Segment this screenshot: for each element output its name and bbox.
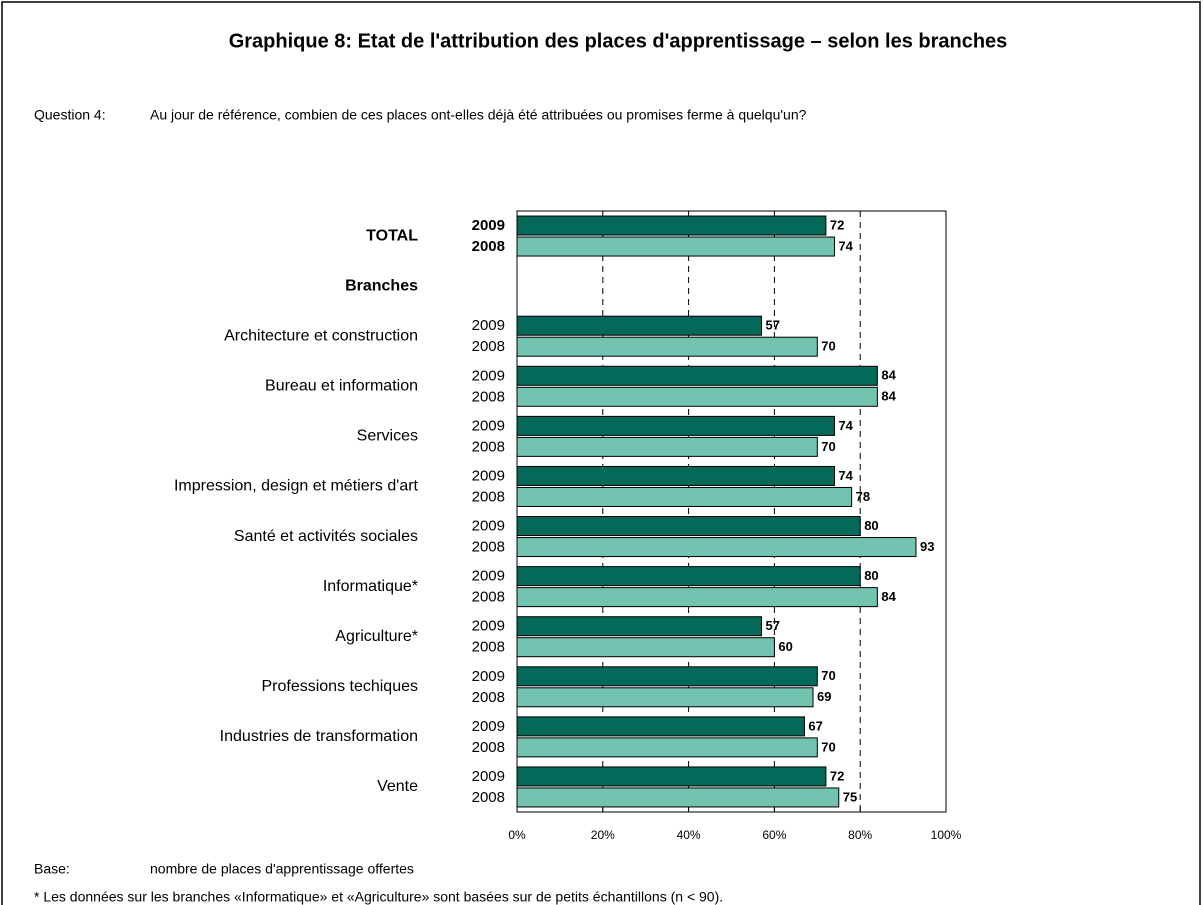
value-label: 70: [821, 739, 835, 754]
bar: [516, 315, 763, 336]
bar: [516, 787, 840, 808]
bar: [516, 566, 861, 587]
bar: [516, 737, 818, 758]
series-label: 2009: [472, 618, 505, 635]
bar: [516, 215, 827, 236]
x-tick-label: 0%: [508, 828, 526, 842]
series-label: 2009: [472, 768, 505, 785]
series-label: 2008: [472, 539, 505, 556]
plot-frame: [516, 210, 947, 813]
series-label: 2008: [472, 739, 505, 756]
value-label: 69: [817, 689, 831, 704]
series-label: 2008: [472, 789, 505, 806]
footnote: * Les données sur les branches «Informat…: [34, 889, 723, 905]
value-label: 60: [778, 639, 792, 654]
value-label: 57: [766, 318, 780, 333]
series-label: 2009: [472, 668, 505, 685]
bar: [516, 236, 835, 257]
bar: [516, 336, 818, 357]
value-label: 84: [881, 389, 896, 404]
series-label: 2009: [472, 718, 505, 735]
value-label: 74: [838, 468, 853, 483]
x-tick-label: 60%: [762, 828, 786, 842]
series-label: 2009: [472, 518, 505, 535]
bar: [516, 716, 805, 737]
bar: [516, 587, 878, 608]
value-label: 57: [766, 618, 780, 633]
series-label: 2008: [472, 488, 505, 505]
bar: [516, 486, 853, 507]
bar: [516, 687, 814, 708]
category-label: Vente: [377, 778, 418, 795]
value-label: 74: [838, 238, 853, 253]
series-label: 2009: [472, 317, 505, 334]
value-label: 80: [864, 518, 878, 533]
question: Au jour de référence, combien de ces pla…: [150, 107, 807, 123]
category-label: Professions techiques: [261, 678, 418, 695]
category-label: Santé et activités sociales: [234, 528, 418, 545]
series-label: 2008: [472, 388, 505, 405]
base-label: Base:: [34, 861, 70, 877]
x-tick-label: 100%: [931, 828, 962, 842]
category-label: Informatique*: [323, 578, 418, 595]
bar: [516, 415, 835, 436]
series-label: 2009: [472, 467, 505, 484]
value-label: 67: [808, 718, 822, 733]
bar: [516, 516, 861, 537]
category-label: Services: [357, 428, 418, 445]
series-label: 2008: [472, 639, 505, 656]
value-label: 80: [864, 568, 878, 583]
series-label: 2008: [472, 338, 505, 355]
bar: [516, 436, 818, 457]
bar: [516, 666, 818, 687]
bar: [516, 637, 775, 658]
category-label: Branches: [345, 277, 418, 294]
chart-title: Graphique 8: Etat de l'attribution des p…: [229, 30, 1008, 52]
category-label: Architecture et construction: [224, 327, 418, 344]
series-label: 2008: [472, 589, 505, 606]
x-tick-label: 20%: [591, 828, 615, 842]
category-label: Bureau et information: [265, 378, 418, 395]
value-label: 93: [920, 539, 934, 554]
x-tick-label: 40%: [677, 828, 701, 842]
series-label: 2008: [472, 238, 505, 255]
series-label: 2009: [472, 417, 505, 434]
series-label: 2009: [472, 568, 505, 585]
x-tick-label: 80%: [848, 828, 872, 842]
value-label: 70: [821, 439, 835, 454]
value-label: 72: [830, 217, 844, 232]
series-label: 2008: [472, 438, 505, 455]
series-label: 2008: [472, 689, 505, 706]
series-label: 2009: [472, 217, 505, 234]
question-label: Question 4:: [34, 107, 106, 123]
value-label: 78: [856, 489, 870, 504]
category-label: TOTAL: [366, 227, 418, 244]
category-label: Agriculture*: [335, 628, 418, 645]
bar: [516, 386, 878, 407]
bar: [516, 766, 827, 787]
category-label: Industries de transformation: [220, 728, 418, 745]
bar: [516, 365, 878, 386]
value-label: 84: [881, 589, 896, 604]
category-label: Impression, design et métiers d'art: [174, 478, 419, 495]
value-label: 84: [881, 368, 896, 383]
value-label: 74: [838, 418, 853, 433]
value-label: 70: [821, 668, 835, 683]
value-label: 70: [821, 339, 835, 354]
bar: [516, 616, 763, 637]
bar: [516, 465, 835, 486]
bar: [516, 537, 917, 558]
base: nombre de places d'apprentissage offerte…: [150, 861, 414, 877]
value-label: 75: [843, 789, 857, 804]
series-label: 2009: [472, 367, 505, 384]
value-label: 72: [830, 768, 844, 783]
